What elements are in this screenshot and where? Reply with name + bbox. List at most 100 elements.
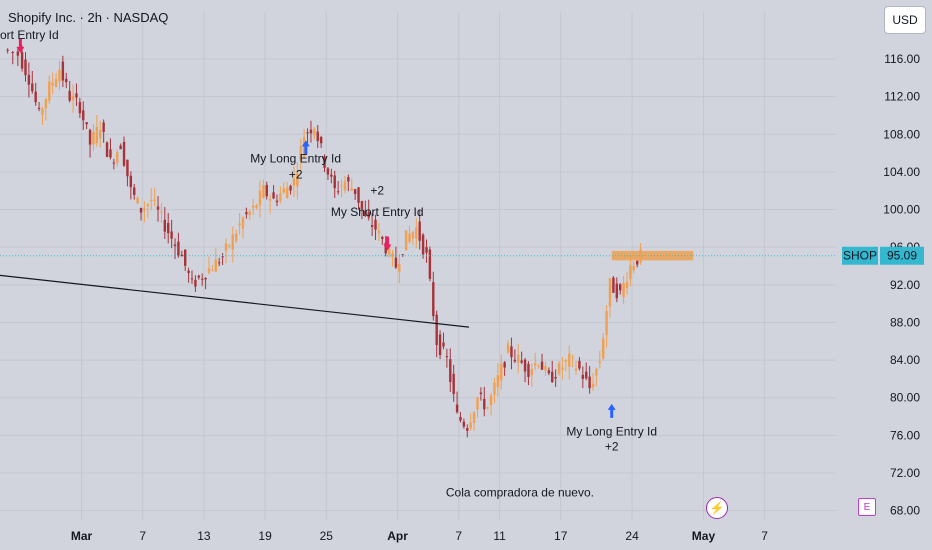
candle-body — [211, 270, 214, 272]
candle-body — [133, 187, 136, 195]
candle-body — [527, 363, 530, 377]
currency-button[interactable]: USD — [884, 6, 926, 34]
candle-body — [333, 175, 336, 189]
candle-body — [245, 212, 248, 215]
candle-body — [635, 260, 639, 265]
lightning-icon[interactable]: ⚡ — [706, 497, 728, 519]
candle-body — [602, 338, 605, 359]
price-axis: 116.00112.00108.00104.00100.0096.0092.00… — [836, 0, 932, 550]
candle-body — [544, 365, 547, 371]
candle-body — [445, 356, 449, 358]
candle-body — [377, 230, 381, 234]
symbol-label: SHOP — [843, 249, 877, 263]
candle-body — [384, 242, 387, 254]
chart-title[interactable]: Shopify Inc. · 2h · NASDAQ — [8, 10, 169, 25]
x-tick-label: 13 — [197, 529, 211, 543]
candle-body — [411, 231, 415, 239]
candle-body — [381, 236, 384, 239]
candle-body — [387, 246, 391, 255]
candle-body — [11, 52, 14, 54]
candle-body — [20, 51, 24, 69]
candle-body — [323, 156, 326, 168]
y-tick-label: 112.00 — [884, 90, 920, 104]
indicator-name[interactable]: ort Entry Id — [0, 28, 59, 42]
candle-body — [364, 210, 367, 216]
candle-body — [336, 191, 340, 193]
candle-body — [82, 110, 85, 121]
candle-body — [48, 81, 51, 101]
candle-body — [462, 421, 466, 427]
candle-body — [551, 371, 554, 383]
candle-body — [51, 82, 54, 86]
candle-body — [523, 359, 527, 372]
candle-body — [404, 230, 408, 251]
candle-body — [398, 263, 401, 272]
candle-body — [184, 249, 187, 266]
candle-body — [571, 356, 574, 358]
candle-body — [394, 257, 398, 268]
candle-body — [401, 254, 404, 256]
long-entry-arrow-icon[interactable] — [607, 403, 616, 418]
candle-body — [150, 200, 153, 202]
overlay-layer — [0, 38, 836, 418]
candle-body — [85, 122, 88, 125]
candle-body — [187, 270, 190, 274]
short-entry-arrow-icon[interactable] — [16, 38, 25, 53]
short-entry-arrow-icon[interactable] — [383, 236, 392, 251]
chart-annotation: My Long Entry Id — [250, 152, 341, 166]
candle-body — [143, 208, 146, 211]
candle-body — [568, 353, 571, 367]
candle-body — [343, 181, 347, 191]
candle-body — [102, 122, 105, 132]
candle-body — [224, 243, 228, 251]
candle-body — [190, 278, 194, 280]
candle-body — [347, 177, 350, 182]
candle-body — [438, 334, 442, 356]
candle-body — [561, 367, 564, 370]
candle-body — [469, 422, 472, 429]
x-tick-label: 25 — [320, 529, 334, 543]
price-axis-bg — [836, 0, 932, 550]
candle-body — [367, 211, 370, 218]
candle-body — [262, 185, 265, 198]
candle-body — [296, 173, 299, 187]
candle-body — [275, 200, 279, 203]
candle-body — [391, 252, 394, 258]
candle-body — [415, 227, 418, 239]
candle-body — [503, 362, 506, 368]
candle-body — [459, 416, 462, 421]
earnings-e-icon[interactable]: E — [858, 498, 876, 516]
candle-body — [302, 137, 306, 158]
candle-body — [204, 277, 207, 280]
candle-body — [78, 102, 82, 114]
candle-body — [61, 61, 65, 81]
candle-body — [360, 201, 364, 209]
candle-body — [279, 193, 282, 201]
candle-body — [194, 279, 197, 287]
candle-body — [554, 376, 557, 379]
candle-body — [486, 407, 489, 409]
candle-body — [146, 204, 150, 206]
candle-body — [31, 83, 34, 92]
candle-body — [472, 412, 476, 423]
candle-body — [476, 397, 479, 410]
candle-body — [122, 141, 126, 166]
candle-body — [289, 185, 292, 191]
candle-body — [170, 231, 173, 239]
long-entry-arrow-icon[interactable] — [301, 140, 310, 155]
candle-body — [632, 266, 635, 270]
candle-body — [625, 282, 629, 289]
candle-body — [588, 376, 591, 389]
candle-body — [119, 145, 122, 150]
candle-body — [241, 217, 245, 229]
candle-body — [506, 343, 510, 353]
candle-body — [578, 360, 581, 369]
trendline[interactable] — [0, 274, 470, 328]
candle-body — [615, 283, 619, 299]
candle-body — [500, 363, 503, 381]
candle-body — [95, 126, 99, 144]
candle-body — [27, 74, 31, 85]
candle-body — [207, 268, 211, 273]
candle-body — [564, 360, 568, 362]
